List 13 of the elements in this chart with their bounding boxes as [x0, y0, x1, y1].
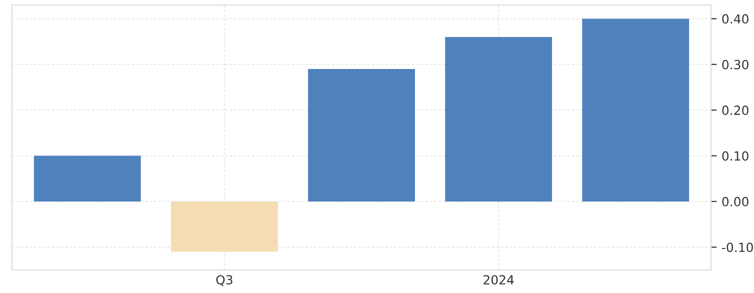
x-tick-label: 2024: [484, 275, 514, 285]
y-tick-label: 0.30: [722, 60, 748, 70]
x-tick-label: Q3: [216, 275, 232, 286]
bar: [445, 36, 552, 202]
y-tick-label: 0.20: [722, 106, 748, 116]
y-tick-label: 0.00: [722, 196, 748, 206]
y-tick-label: -0.10: [722, 242, 753, 252]
bar: [582, 18, 690, 202]
y-tick-label: 0.40: [722, 14, 748, 24]
y-tick-label: 0.10: [722, 151, 748, 161]
bar: [34, 156, 141, 202]
bar: [308, 68, 415, 202]
bar: [170, 201, 278, 252]
